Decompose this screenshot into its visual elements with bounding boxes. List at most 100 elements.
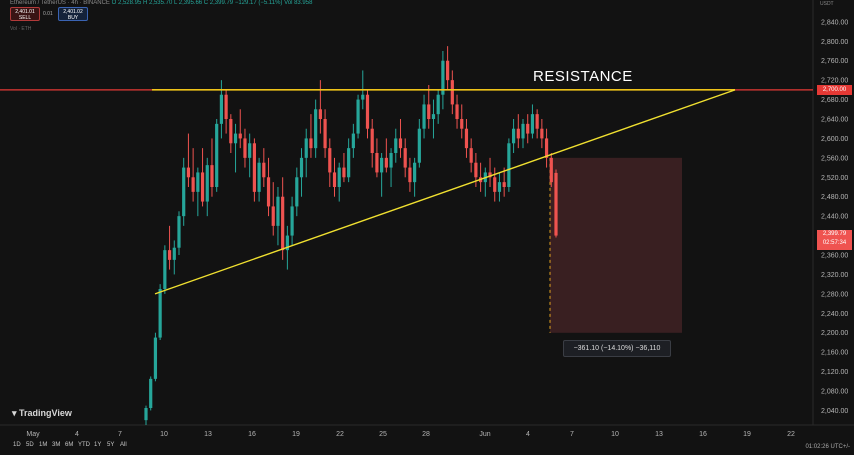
candle-body bbox=[276, 196, 280, 226]
resistance-price-tag: 2,700.00 bbox=[817, 84, 852, 95]
time-tick-label: 4 bbox=[526, 431, 530, 438]
price-tick-label: 2,680.00 bbox=[821, 97, 848, 104]
price-tick-label: 2,240.00 bbox=[821, 311, 848, 318]
sell-label: SELL bbox=[18, 15, 32, 21]
candle-body bbox=[516, 128, 520, 139]
range-button-6m[interactable]: 6M bbox=[65, 442, 74, 448]
buy-button[interactable]: 2,401.02 BUY bbox=[58, 7, 88, 21]
range-button-1m[interactable]: 1M bbox=[39, 442, 48, 448]
candle-body bbox=[314, 109, 318, 149]
price-tick-label: 2,640.00 bbox=[821, 117, 848, 124]
utc-clock[interactable]: 01:02:26 UTC+/- bbox=[805, 444, 850, 450]
range-button-ytd[interactable]: YTD bbox=[78, 442, 90, 448]
tradingview-wordmark: TradingView bbox=[19, 408, 72, 418]
volume-indicator-label[interactable]: Vol · ETH bbox=[10, 26, 32, 32]
candle-body bbox=[356, 99, 360, 134]
resistance-price-value: 2,700.00 bbox=[822, 86, 847, 93]
candle-body bbox=[446, 60, 450, 81]
price-tick-label: 2,040.00 bbox=[821, 408, 848, 415]
candle-body bbox=[299, 157, 304, 178]
candle-body bbox=[285, 235, 289, 251]
candle-body bbox=[262, 162, 266, 178]
candle-body bbox=[497, 182, 502, 192]
price-tick-label: 2,160.00 bbox=[821, 350, 848, 357]
price-tick-label: 2,520.00 bbox=[821, 175, 848, 182]
price-tick-label: 2,080.00 bbox=[821, 389, 848, 396]
candle-body bbox=[521, 123, 525, 139]
candle-body bbox=[431, 114, 436, 119]
candle-body bbox=[243, 138, 247, 158]
candle-body bbox=[266, 177, 271, 207]
time-tick-label: 13 bbox=[204, 431, 212, 438]
candle-body bbox=[219, 94, 224, 124]
time-tick-label: 22 bbox=[787, 431, 795, 438]
candle-body bbox=[144, 408, 148, 421]
candle-body bbox=[469, 148, 473, 163]
candle-body bbox=[224, 94, 228, 119]
last-price-value: 2,399.79 bbox=[822, 230, 847, 237]
time-axis[interactable]: May 4 7 10 13 16 19 22 25 28 Jun 4 7 10 13 16 19 22 bbox=[26, 431, 795, 438]
candle-body bbox=[408, 167, 412, 183]
candle-body bbox=[417, 128, 421, 163]
candle-body bbox=[332, 172, 337, 187]
candle-body bbox=[172, 247, 176, 260]
price-tick-label: 2,280.00 bbox=[821, 291, 848, 298]
price-tick-label: 2,840.00 bbox=[821, 19, 848, 26]
time-tick-label: 19 bbox=[743, 431, 751, 438]
candle-body bbox=[511, 128, 516, 144]
tradingview-icon: ▾ bbox=[12, 408, 20, 418]
buy-label: BUY bbox=[67, 15, 79, 21]
ascending-trendline[interactable] bbox=[154, 89, 736, 295]
measure-tooltip: −361.10 (−14.10%) −36,110 bbox=[563, 340, 671, 357]
symbol-header[interactable]: Ethereum / TetherUS · 4h · BINANCE O 2,5… bbox=[10, 0, 312, 6]
price-axis[interactable]: 2,040.00 2,080.00 2,120.00 2,160.00 2,200.00… bbox=[821, 19, 848, 415]
candle-body bbox=[318, 109, 322, 119]
candle-body bbox=[554, 172, 558, 236]
range-button-1d[interactable]: 1D bbox=[13, 442, 21, 448]
candle-body bbox=[163, 250, 167, 289]
candle-body bbox=[186, 167, 191, 178]
time-tick-label: 7 bbox=[570, 431, 574, 438]
candle-body bbox=[281, 196, 285, 251]
time-tick-label: 10 bbox=[611, 431, 619, 438]
price-tick-label: 2,200.00 bbox=[821, 330, 848, 337]
candle-body bbox=[342, 167, 346, 178]
price-tick-label: 2,480.00 bbox=[821, 194, 848, 201]
buy-price: 2,401.02 bbox=[63, 9, 83, 15]
resistance-annotation[interactable]: RESISTANCE bbox=[533, 68, 633, 85]
range-button-5d[interactable]: 5D bbox=[26, 442, 34, 448]
candle-body bbox=[526, 123, 530, 134]
candle-body bbox=[229, 119, 233, 144]
candle-body bbox=[290, 206, 294, 236]
time-tick-label: 13 bbox=[655, 431, 663, 438]
candle-body bbox=[540, 128, 544, 139]
range-button-3m[interactable]: 3M bbox=[52, 442, 61, 448]
candle-body bbox=[370, 128, 374, 153]
symbol-title[interactable]: Ethereum / TetherUS · 4h · BINANCE bbox=[10, 0, 110, 6]
candle-body bbox=[191, 177, 195, 192]
candle-body bbox=[257, 162, 261, 192]
spread-value: 0.01 bbox=[43, 11, 53, 17]
time-tick-label: 25 bbox=[379, 431, 387, 438]
candle-body bbox=[530, 114, 535, 134]
candle-body bbox=[347, 148, 351, 178]
time-tick-label: 10 bbox=[160, 431, 168, 438]
sell-button[interactable]: 2,401.01 SELL bbox=[10, 7, 40, 21]
range-button-1y[interactable]: 1Y bbox=[94, 442, 102, 448]
range-button-5y[interactable]: 5Y bbox=[107, 442, 115, 448]
price-tick-label: 2,720.00 bbox=[821, 78, 848, 85]
sell-price: 2,401.01 bbox=[15, 9, 35, 15]
candle-body bbox=[493, 177, 497, 192]
candle-body bbox=[328, 148, 332, 173]
candle-body bbox=[309, 138, 313, 149]
candle-body bbox=[238, 133, 242, 139]
candle-body bbox=[427, 104, 431, 119]
short-position-zone[interactable] bbox=[550, 157, 682, 333]
tradingview-logo[interactable]: ▾ TradingView bbox=[12, 408, 72, 419]
time-tick-label: Jun bbox=[479, 431, 490, 438]
candle-body bbox=[380, 157, 384, 173]
range-button-all[interactable]: All bbox=[120, 442, 127, 448]
candle-body bbox=[549, 157, 553, 183]
